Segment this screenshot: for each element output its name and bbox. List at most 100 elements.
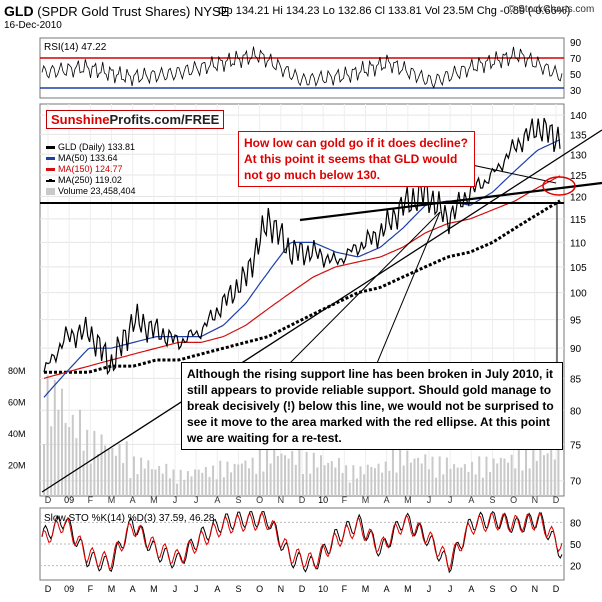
price-tick-label: 125 (570, 171, 587, 182)
volume-bar (186, 471, 189, 496)
volume-bar (43, 444, 45, 496)
header-date: 16-Dec-2010 (4, 20, 62, 31)
rsi-line (41, 46, 563, 89)
volume-bar (262, 471, 265, 496)
volume-bar (377, 463, 380, 496)
volume-bar (503, 458, 506, 496)
volume-bar (499, 457, 502, 496)
volume-bar (230, 472, 233, 496)
header-exchange: NYSE (193, 4, 230, 19)
volume-bar (118, 443, 121, 496)
volume-bar (244, 460, 247, 496)
price-tick-label: 75 (570, 440, 582, 451)
volume-bar (435, 477, 438, 496)
volume-bar (136, 474, 139, 496)
volume-bar (431, 456, 434, 496)
legend-gld: GLD (Daily) 133.81 (46, 142, 135, 152)
volume-bar (46, 375, 49, 496)
legend-volume-swatch (46, 188, 55, 196)
volume-bar (266, 441, 269, 496)
volume-bar (64, 422, 67, 496)
volume-bar (147, 460, 150, 496)
volume-tick-label: 40M (8, 429, 26, 439)
volume-bar (60, 388, 63, 496)
sunshine-profits-logo: SunshineProfits.com/FREE (46, 110, 225, 129)
volume-bar (183, 479, 186, 496)
target-ellipse (542, 176, 576, 196)
volume-bar (402, 465, 405, 496)
legend-ma150: MA(150) 124.77 (46, 164, 123, 174)
price-x-tick-label: J (427, 495, 432, 505)
volume-bar (132, 456, 135, 496)
volume-bar (341, 472, 344, 496)
volume-bar (517, 443, 520, 496)
volume-bar (53, 379, 56, 496)
volume-bar (194, 469, 197, 496)
volume-bar (291, 451, 294, 496)
volume-bar (251, 457, 254, 496)
volume-bar (456, 467, 459, 496)
ma150-line (43, 175, 561, 379)
volume-bar (240, 463, 243, 496)
volume-bar (546, 453, 549, 496)
volume-bar (352, 465, 355, 496)
volume-bar (258, 441, 261, 496)
price-tick-label: 80 (570, 406, 582, 417)
volume-bar (154, 469, 157, 496)
rsi-title: RSI(14) 47.22 (44, 42, 107, 53)
stoch-x-tick-label: A (384, 584, 390, 594)
volume-bar (366, 464, 369, 496)
volume-bar (507, 462, 510, 496)
header-symbol: GLD (SPDR Gold Trust Shares) NYSE (4, 3, 230, 19)
volume-bar (514, 468, 517, 496)
volume-tick-label: 80M (8, 366, 26, 376)
volume-bar (510, 454, 513, 496)
volume-bar (381, 472, 384, 496)
volume-bar (485, 456, 488, 496)
annotation-top: How low can gold go if it does decline? … (238, 131, 475, 187)
stoch-x-tick-label: M (150, 584, 158, 594)
volume-bar (161, 473, 164, 496)
price-x-tick-label: F (342, 495, 348, 505)
price-x-tick-label: N (532, 495, 539, 505)
volume-bar (316, 467, 319, 496)
stoch-tick-label: 20 (570, 562, 582, 573)
volume-bar (312, 452, 315, 496)
volume-bar (384, 461, 387, 496)
volume-bar (539, 448, 542, 496)
price-x-tick-label: A (130, 495, 136, 505)
volume-bar (334, 467, 337, 496)
price-x-tick-label: S (235, 495, 241, 505)
volume-bar (337, 458, 340, 496)
volume-bar (474, 474, 477, 496)
stoch-x-tick-label: S (489, 584, 495, 594)
stoch-x-tick-label: F (88, 584, 94, 594)
volume-bar (521, 470, 524, 496)
volume-bar (204, 467, 207, 496)
stoch-x-tick-label: A (130, 584, 136, 594)
rsi-tick-label: 50 (570, 70, 582, 81)
stoch-x-tick-label: S (235, 584, 241, 594)
volume-bar (255, 473, 258, 496)
stoch-x-tick-label: O (256, 584, 263, 594)
volume-bar (327, 462, 330, 496)
header-name: (SPDR Gold Trust Shares) (37, 4, 191, 19)
legend-ma250: MA(250) 119.02 (46, 175, 122, 185)
volume-bar (445, 457, 448, 496)
volume-bar (302, 474, 304, 496)
volume-bar (467, 471, 470, 496)
legend-ma250-swatch (46, 179, 55, 183)
volume-bar (201, 472, 204, 496)
volume-bar (363, 474, 366, 496)
volume-bar (140, 457, 143, 496)
volume-bar (399, 448, 402, 496)
price-x-tick-label: O (256, 495, 263, 505)
volume-bar (273, 443, 276, 496)
stoch-tick-label: 50 (570, 540, 582, 551)
volume-bar (179, 469, 182, 496)
volume-bar (471, 461, 474, 496)
volume-bar (158, 465, 161, 496)
legend-volume: Volume 23,458,404 (46, 186, 136, 196)
volume-bar (359, 466, 362, 496)
